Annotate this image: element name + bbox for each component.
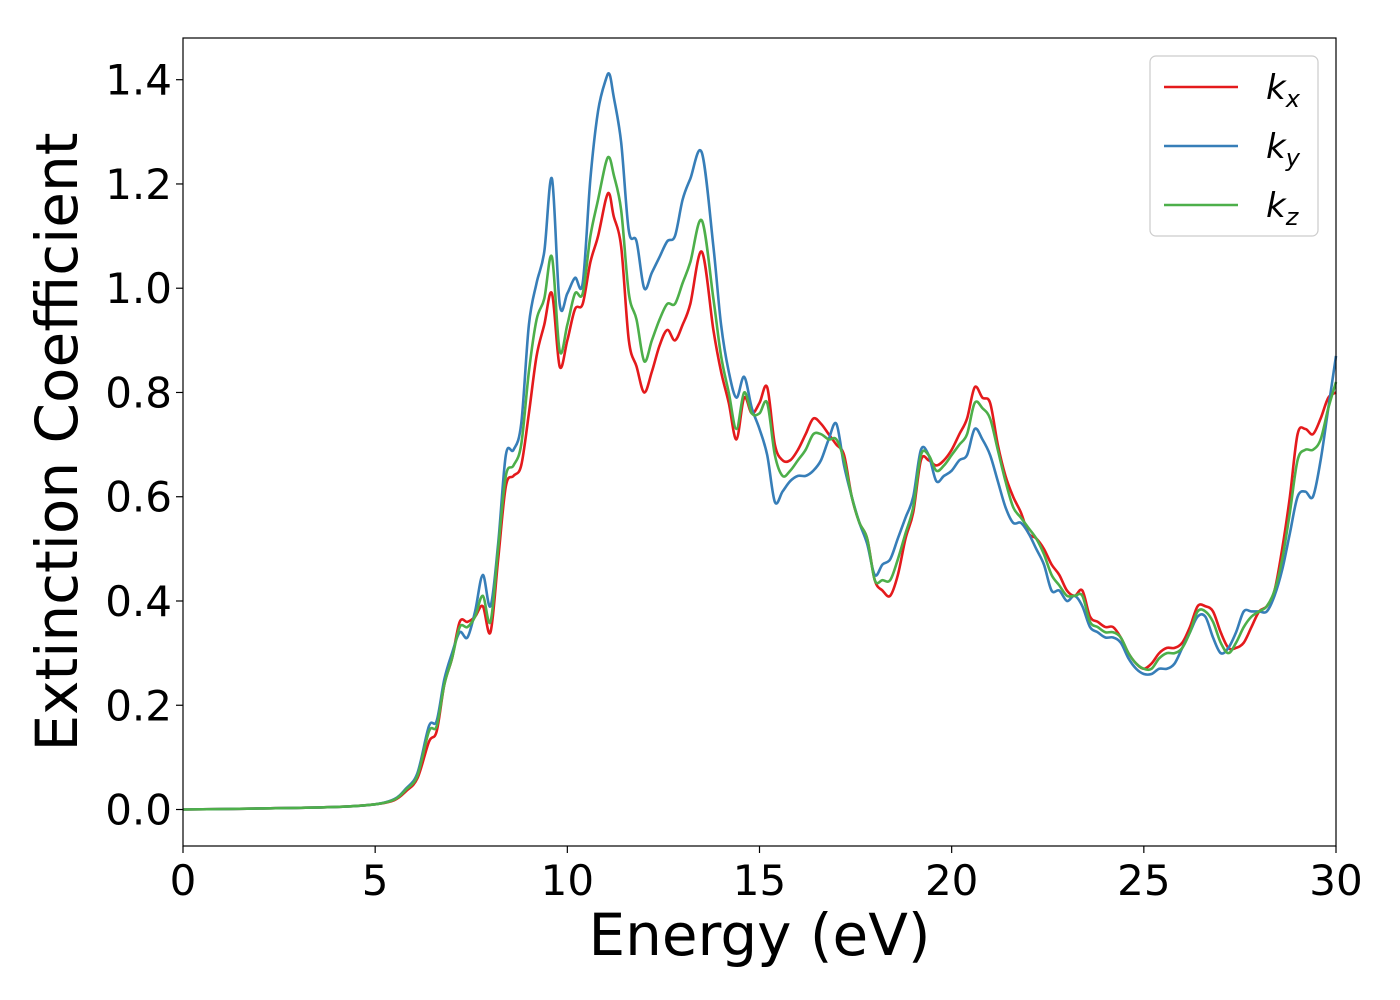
y-tick-label: 1.4	[105, 56, 172, 105]
x-tick-label: 10	[541, 856, 594, 905]
x-axis-title: Energy (eV)	[588, 901, 930, 969]
y-tick-label: 0.4	[105, 577, 172, 626]
x-axis: 0 5 10 15 20 25 30	[170, 846, 1363, 905]
y-axis-title: Extinction Coefficient	[23, 133, 91, 752]
y-tick-label: 0.8	[105, 368, 172, 417]
plot-background	[183, 38, 1336, 846]
x-tick-label: 5	[362, 856, 389, 905]
x-tick-label: 0	[170, 856, 197, 905]
series-layer	[182, 72, 1338, 811]
y-tick-label: 1.0	[105, 264, 172, 313]
legend-label-ky: ky	[1266, 127, 1301, 172]
y-tick-label: 0.0	[105, 786, 172, 835]
y-tick-label: 1.2	[105, 160, 172, 209]
x-tick-label: 20	[925, 856, 978, 905]
y-tick-label: 0.2	[105, 681, 172, 730]
x-tick-label: 25	[1117, 856, 1170, 905]
y-tick-label: 0.6	[105, 473, 172, 522]
x-tick-label: 15	[733, 856, 786, 905]
x-tick-label: 30	[1309, 856, 1362, 905]
series-line-kz	[182, 155, 1338, 811]
y-axis: 0.0 0.2 0.4 0.6 0.8 1.0 1.2 1.4	[105, 56, 183, 835]
